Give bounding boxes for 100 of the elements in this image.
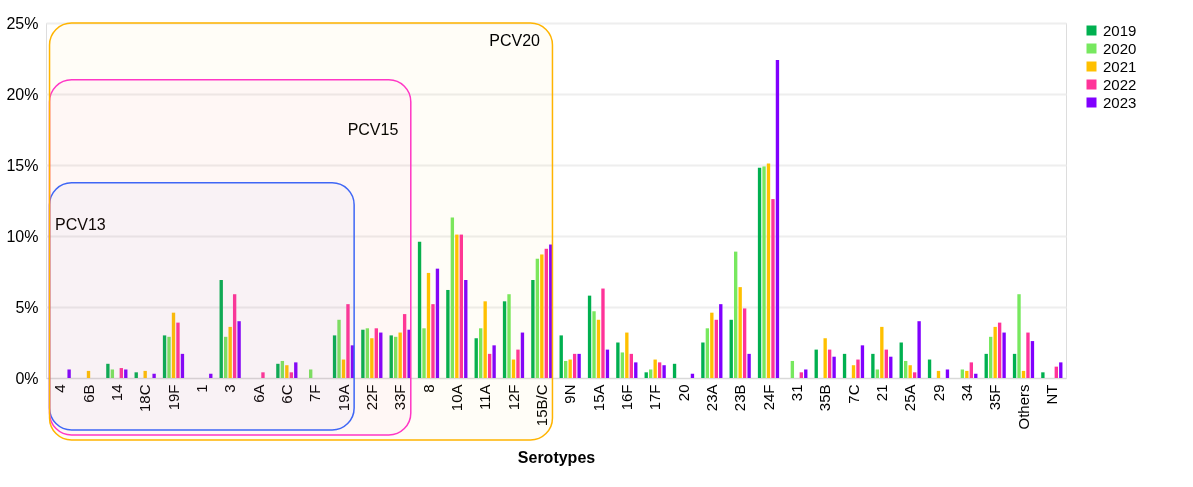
x-tick-label: 25A	[901, 384, 919, 412]
band-label: PCV13	[55, 215, 106, 233]
bar	[152, 373, 156, 378]
bar	[856, 359, 860, 378]
bar	[389, 335, 393, 378]
bar	[960, 369, 965, 378]
bar	[620, 352, 625, 378]
x-tick-label: 23B	[731, 384, 749, 412]
y-tick-label: 5%	[15, 298, 39, 316]
bar	[346, 304, 350, 378]
bar	[653, 359, 657, 378]
y-tick-label: 10%	[6, 227, 39, 245]
bar	[261, 372, 265, 378]
x-tick-label: 29	[929, 384, 947, 402]
bar	[119, 368, 123, 378]
bar	[176, 322, 180, 378]
bar	[634, 362, 638, 378]
bar	[568, 359, 572, 378]
bar	[167, 336, 171, 378]
bar	[110, 369, 115, 378]
y-tick-label: 20%	[6, 85, 39, 103]
bar	[860, 345, 865, 378]
bar	[917, 321, 921, 378]
x-tick-label: 15A	[589, 384, 607, 412]
bar	[559, 335, 563, 378]
x-tick-label: 7C	[844, 384, 862, 404]
bar	[402, 314, 407, 378]
y-tick-label: 0%	[15, 369, 39, 387]
x-tick-label: NT	[1042, 384, 1060, 405]
x-tick-label: 24F	[759, 384, 777, 411]
bar	[871, 353, 875, 378]
bar	[276, 363, 280, 378]
legend-label: 2020	[1103, 39, 1137, 57]
bar	[492, 345, 496, 378]
x-tick-label: 33F	[391, 384, 409, 411]
bar	[945, 369, 950, 378]
bar	[799, 372, 803, 378]
bar	[649, 369, 653, 378]
bar	[601, 288, 605, 378]
bar	[228, 326, 232, 378]
bar	[762, 166, 766, 378]
bar	[1026, 332, 1030, 378]
x-tick-label: 8	[419, 384, 437, 393]
x-tick-label: 35F	[986, 384, 1004, 411]
x-tick-label: 1	[192, 384, 210, 393]
legend-label: 2021	[1103, 57, 1137, 75]
bar	[1017, 294, 1021, 378]
bar	[294, 362, 298, 378]
bar	[747, 353, 751, 378]
bar	[1002, 332, 1006, 378]
bar	[908, 365, 912, 378]
x-tick-label: 34	[957, 384, 975, 402]
bar	[832, 356, 836, 378]
legend-label: 2022	[1103, 75, 1137, 93]
x-tick-label: 19F	[164, 384, 182, 411]
bar	[1030, 341, 1035, 378]
bar	[742, 308, 747, 378]
bar	[446, 289, 450, 378]
bar	[474, 338, 478, 378]
bar	[332, 335, 337, 378]
bar	[738, 287, 742, 378]
bar	[912, 372, 917, 378]
bar	[577, 353, 581, 378]
y-tick-label: 25%	[6, 14, 39, 32]
x-axis-title: Serotypes	[517, 448, 596, 466]
y-tick-label: 15%	[6, 156, 39, 174]
legend-label: 2019	[1103, 21, 1137, 39]
bar	[1041, 372, 1045, 378]
bar	[875, 369, 880, 378]
bar	[969, 362, 973, 378]
legend-label: 2023	[1103, 93, 1137, 111]
bar	[701, 342, 705, 378]
x-tick-label: 16F	[617, 384, 635, 411]
bar	[616, 342, 620, 378]
bar	[540, 254, 544, 378]
bar	[289, 372, 293, 378]
bar	[771, 199, 775, 378]
x-tick-label: 19A	[334, 384, 352, 412]
bar	[374, 328, 378, 378]
bar	[993, 326, 997, 378]
bar	[880, 326, 884, 378]
bar	[285, 365, 289, 378]
bar	[407, 329, 411, 378]
x-tick-label: 23A	[702, 384, 720, 412]
bar	[361, 329, 365, 378]
bar	[662, 365, 666, 378]
bar	[398, 332, 402, 378]
x-tick-label: 10A	[447, 384, 465, 412]
bar	[710, 312, 714, 378]
x-tick-label: 3	[221, 384, 239, 393]
band-label: PCV20	[489, 32, 541, 49]
bar	[644, 372, 648, 378]
bar	[851, 365, 856, 378]
x-tick-label: 17F	[646, 384, 664, 411]
bar	[309, 369, 313, 378]
x-tick-label: 18C	[136, 384, 154, 413]
bar	[483, 301, 487, 378]
x-tick-label: 31	[787, 384, 805, 402]
bar	[479, 328, 483, 378]
bar	[431, 304, 435, 378]
